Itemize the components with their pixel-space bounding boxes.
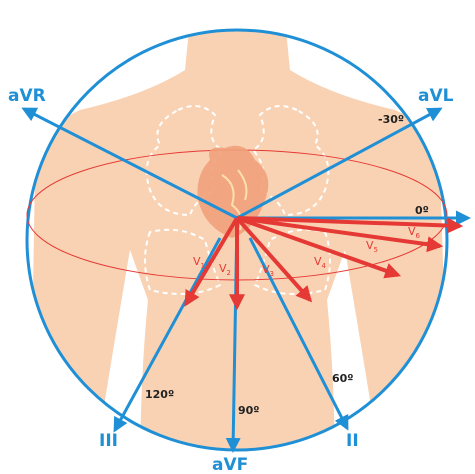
lead-label: III [99,431,118,451]
chest-lead-label: V3 [262,263,274,278]
lead-letter: V [408,225,416,238]
chest-vectors [184,216,464,311]
angle-label: 120º [145,388,174,401]
angle-label: 90º [238,404,260,417]
chest-lead-label: V2 [219,262,231,277]
lead-label: II [346,431,359,451]
lead-index: 2 [227,269,231,277]
lead-index: 4 [322,262,327,270]
angle-label: 60º [332,372,354,385]
lead-letter: V [366,239,374,252]
lead-letter: V [219,262,227,275]
lead-index: 5 [374,246,378,254]
lead-label: aVF [212,455,248,474]
lead-label: aVR [8,86,46,106]
angle-label: -30º [378,113,404,126]
lead-index: 1 [201,262,205,270]
chest-lead-label: V5 [366,239,378,254]
lead-letter: V [314,255,322,268]
lead-index: 3 [270,270,274,278]
lead-index: 6 [416,232,421,240]
lead-letter: V [193,255,201,268]
chest-lead-label: V6 [408,225,421,240]
lead-letter: V [262,263,270,276]
angle-label: 0º [415,204,429,217]
chest-lead-label: V1 [193,255,205,270]
chest-lead-label: V4 [314,255,327,270]
lead-label: aVL [418,86,454,106]
